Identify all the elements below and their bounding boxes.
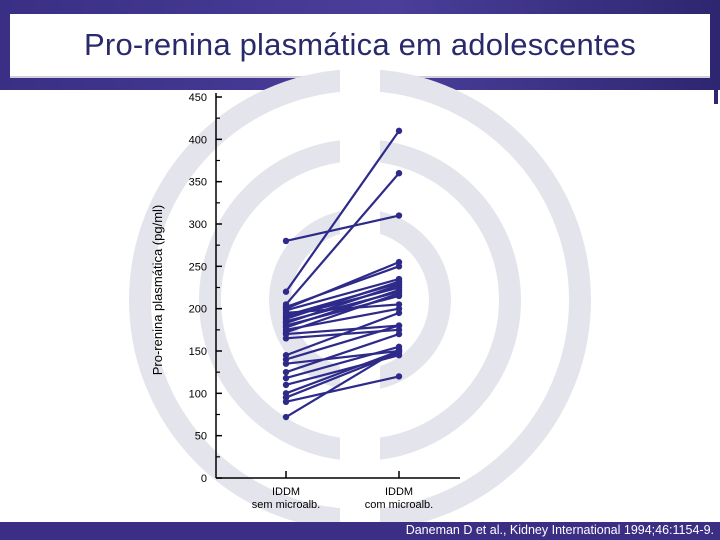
series-line (285, 130, 400, 293)
y-tick-label: 450 (189, 92, 207, 104)
citation-text: Daneman D et al., Kidney International 1… (405, 523, 714, 537)
data-point (395, 258, 403, 266)
series-line (285, 348, 400, 418)
series-line (285, 324, 400, 361)
data-point (395, 290, 403, 297)
y-tick-label: 400 (189, 134, 207, 146)
series-line (285, 311, 400, 357)
data-point (282, 413, 290, 421)
y-tick-label: 350 (189, 177, 207, 189)
data-point (282, 398, 290, 405)
data-point (395, 309, 403, 317)
series-line (285, 345, 400, 380)
slide-title: Pro-renina plasmática em adolescentes (84, 27, 636, 62)
data-point (395, 212, 403, 219)
data-point (395, 127, 403, 135)
y-tick-label: 100 (189, 388, 207, 400)
data-point (282, 374, 290, 382)
series-line (285, 333, 400, 374)
data-point (282, 335, 290, 342)
series-line (285, 375, 400, 403)
side-accent (714, 90, 718, 104)
y-tick-label: 300 (189, 219, 207, 231)
data-point (395, 322, 403, 329)
footer-bar: Daneman D et al., Kidney International 1… (0, 522, 720, 540)
data-point (395, 281, 403, 289)
data-point (282, 368, 290, 376)
series-line (285, 172, 400, 306)
data-point (395, 373, 403, 380)
series-line (285, 277, 400, 312)
series-line (285, 280, 400, 320)
watermark-logo (129, 60, 591, 540)
data-point (282, 381, 290, 389)
x-category-label: IDDM com microalb. (365, 486, 433, 511)
y-tick-label: 250 (189, 261, 207, 273)
y-tick-label: 0 (201, 473, 207, 485)
title-box: Pro-renina plasmática em adolescentes (10, 14, 710, 78)
y-tick-label: 150 (189, 346, 207, 358)
data-point (395, 346, 403, 353)
series-line (285, 324, 400, 336)
x-category-label: IDDM sem microalb. (252, 486, 320, 511)
series-line (285, 349, 400, 395)
series-line (285, 214, 400, 243)
series-line (285, 283, 400, 325)
watermark-gap (340, 60, 380, 540)
series-line (285, 292, 400, 334)
y-axis-label: Pro-renina plasmática (pg/ml) (150, 205, 165, 376)
data-point (395, 330, 403, 338)
data-point (282, 237, 290, 245)
series-line (285, 261, 400, 310)
data-point (395, 170, 403, 177)
series-line (285, 288, 400, 329)
data-point (282, 288, 290, 295)
data-point (282, 360, 290, 367)
y-tick-label: 50 (195, 431, 207, 443)
header-bar: Pro-renina plasmática em adolescentes (0, 0, 720, 90)
y-tick-label: 200 (189, 304, 207, 316)
